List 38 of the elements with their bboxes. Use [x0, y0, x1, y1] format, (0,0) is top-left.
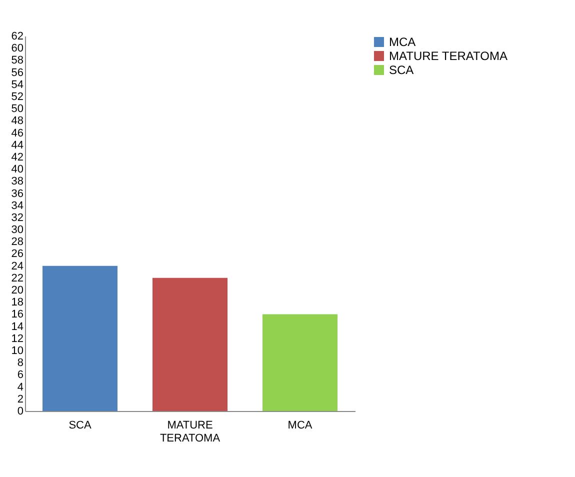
y-tick-label: 0 — [17, 406, 24, 418]
y-tick-label: 46 — [11, 127, 24, 140]
y-tick-label: 30 — [11, 224, 24, 236]
y-tick-label: 62 — [11, 30, 24, 42]
y-tick-label: 58 — [11, 54, 24, 67]
y-tick-label: 56 — [11, 66, 24, 79]
x-tick-label: SCA — [68, 420, 92, 432]
y-tick-label: 24 — [11, 260, 24, 272]
x-tick-label: MCA — [288, 420, 313, 432]
legend-label: MATURE TERATOMA — [389, 49, 508, 63]
y-tick-label: 40 — [11, 164, 24, 176]
legend-label: MCA — [389, 35, 416, 49]
y-tick-label: 6 — [17, 369, 24, 382]
y-tick-label: 42 — [11, 151, 24, 164]
y-tick-label: 50 — [11, 103, 24, 116]
y-tick-label: 14 — [11, 320, 24, 333]
y-tick-label: 16 — [11, 308, 24, 321]
y-tick-label: 20 — [11, 284, 24, 297]
y-tick-label: 48 — [11, 115, 24, 128]
y-tick-label: 26 — [11, 248, 24, 260]
y-tick-label: 36 — [11, 188, 24, 200]
y-tick-label: 38 — [11, 176, 24, 188]
y-tick-label: 8 — [17, 357, 24, 370]
y-tick-label: 18 — [11, 296, 24, 309]
y-tick-label: 32 — [11, 212, 24, 224]
y-tick-label: 60 — [11, 42, 24, 55]
legend-label: SCA — [389, 63, 414, 77]
y-tick-label: 44 — [11, 139, 24, 152]
y-tick-label: 54 — [11, 78, 24, 91]
x-tick-label: MATURE TERATOMA — [160, 420, 221, 444]
y-tick-label: 34 — [11, 200, 24, 212]
y-tick-label: 10 — [11, 345, 24, 358]
y-tick-label: 2 — [17, 393, 24, 406]
y-tick-label: 12 — [11, 332, 24, 345]
y-tick-label: 22 — [11, 272, 24, 284]
y-tick-label: 4 — [17, 381, 24, 394]
y-tick-label: 52 — [11, 90, 24, 103]
y-tick-label: 28 — [11, 236, 24, 248]
